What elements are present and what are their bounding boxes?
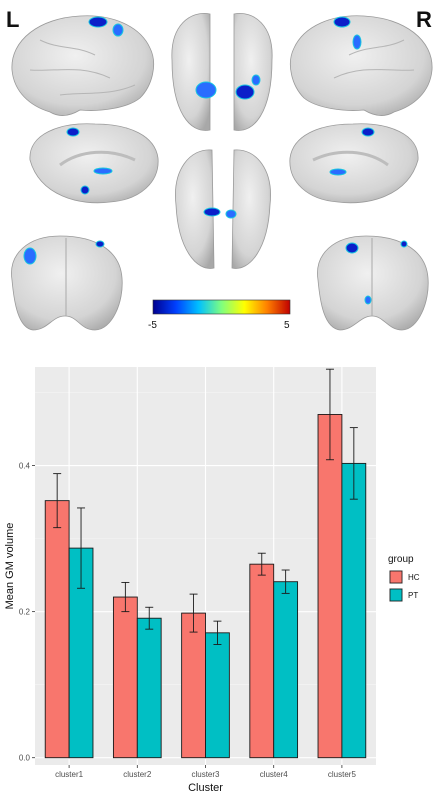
activation-blob — [235, 84, 255, 100]
brain-ventral-view — [175, 149, 271, 269]
brain-left-medial-view — [29, 123, 159, 204]
brain-left-coronal-view — [11, 235, 123, 331]
colorbar-max-label: 5 — [284, 320, 290, 331]
activation-blob — [251, 74, 261, 86]
bar-chart-svg: 0.0 0.2 0.4 cluster1 cluster2 cluster3 cluster… — [4, 367, 420, 794]
legend: group HC PT — [388, 554, 420, 602]
activation-blob — [93, 167, 113, 175]
legend-title: group — [388, 554, 414, 565]
activation-blob — [329, 168, 347, 176]
activation-blob — [203, 207, 221, 217]
y-axis-title: Mean GM volume — [4, 523, 16, 610]
legend-swatch-pt — [389, 588, 403, 602]
bar-hc-cluster1 — [44, 500, 70, 759]
colorbar — [152, 299, 291, 315]
brain-dorsal-view — [171, 13, 273, 131]
bar-pt-cluster4 — [273, 581, 299, 759]
activation-blob — [95, 240, 105, 248]
activation-blob — [364, 295, 372, 305]
bar-hc-cluster4 — [249, 563, 275, 759]
bar-pt-cluster5 — [341, 462, 367, 759]
right-hemisphere-label: R — [416, 7, 432, 32]
x-tick-label: cluster5 — [328, 770, 357, 779]
brain-left-lateral-view — [11, 15, 154, 116]
bar-pt-cluster3 — [205, 632, 230, 759]
activation-blob — [333, 16, 351, 28]
brain-figure: L R — [0, 0, 447, 340]
x-tick-label: cluster1 — [55, 770, 84, 779]
brain-right-lateral-view — [290, 15, 433, 116]
activation-blob — [352, 34, 362, 50]
brain-right-coronal-view — [317, 235, 429, 331]
bar-hc-cluster5 — [317, 414, 343, 759]
brain-render-views: L R — [6, 7, 433, 331]
y-tick-label: 0.4 — [19, 462, 31, 471]
y-tick-label: 0.0 — [19, 754, 31, 763]
x-tick-label: cluster3 — [191, 770, 220, 779]
bar-hc-cluster3 — [181, 612, 206, 759]
x-axis-title: Cluster — [188, 782, 223, 794]
activation-blob — [361, 127, 375, 137]
x-tick-label: cluster4 — [260, 770, 289, 779]
bar-hc-cluster2 — [112, 596, 138, 759]
activation-blob — [80, 185, 90, 195]
legend-swatch-hc — [389, 570, 403, 584]
activation-blob — [88, 16, 108, 28]
activation-blob — [400, 240, 408, 248]
activation-blob — [225, 209, 237, 219]
brain-right-medial-view — [289, 123, 419, 204]
activation-blob — [345, 242, 359, 254]
activation-blob — [195, 81, 217, 99]
bar-chart: 0.0 0.2 0.4 cluster1 cluster2 cluster3 cluster… — [0, 340, 447, 807]
activation-blob — [112, 23, 124, 37]
legend-label-hc: HC — [408, 573, 420, 582]
left-hemisphere-label: L — [6, 7, 19, 32]
activation-blob — [23, 247, 37, 265]
activation-blob — [66, 127, 80, 137]
x-tick-label: cluster2 — [123, 770, 152, 779]
y-tick-label: 0.2 — [19, 608, 31, 617]
colorbar-min-label: -5 — [148, 320, 157, 331]
legend-label-pt: PT — [408, 591, 418, 600]
bar-pt-cluster2 — [136, 617, 162, 759]
